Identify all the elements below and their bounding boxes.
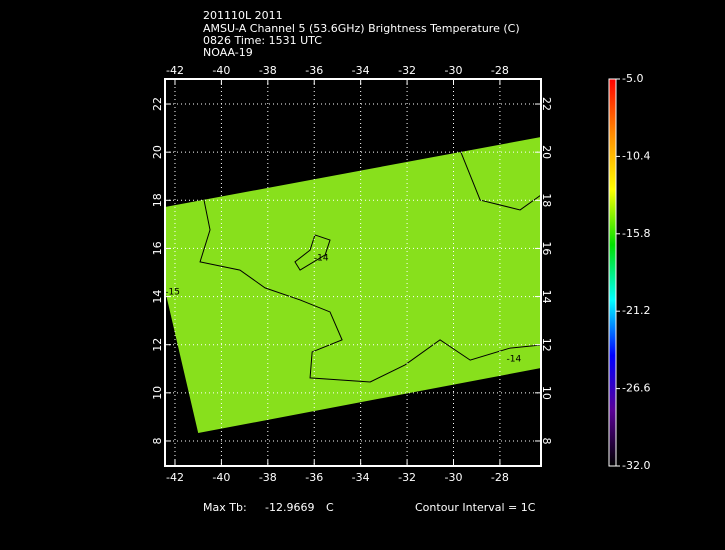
colorbar-tick-label: -21.2 [622, 304, 650, 317]
x-tick-label: -40 [212, 471, 230, 484]
colorbar-tick-label: -5.0 [622, 72, 643, 85]
y-tick-label: 18 [151, 193, 164, 207]
x-tick-label: -30 [445, 471, 463, 484]
x-tick-label: -34 [352, 64, 370, 77]
contour [199, 199, 542, 383]
footer-interval: Contour Interval = 1C [415, 501, 536, 514]
plot-frame [164, 78, 542, 467]
colorbar-tick-label: -10.4 [622, 149, 650, 162]
footer-value: -12.9669 [265, 501, 314, 514]
x-tick-label: -28 [491, 64, 509, 77]
y-tick-label: 20 [540, 145, 553, 159]
y-tick-label: 18 [540, 193, 553, 207]
x-tick-label: -36 [305, 471, 323, 484]
x-tick-label: -38 [259, 64, 277, 77]
contour-label: -14 [314, 254, 329, 264]
title-line: AMSU-A Channel 5 (53.6GHz) Brightness Te… [203, 22, 520, 35]
colorbar-tick-label: -32.0 [622, 459, 650, 472]
y-tick-label: 14 [151, 290, 164, 304]
x-tick-label: -32 [398, 64, 416, 77]
x-tick-label: -32 [398, 471, 416, 484]
x-tick-label: -36 [305, 64, 323, 77]
title-line: NOAA-19 [203, 46, 253, 59]
y-tick-label: 8 [540, 437, 553, 444]
footer-unit: C [326, 501, 334, 514]
footer-label: Max Tb: [203, 501, 247, 514]
x-tick-label: -42 [166, 64, 184, 77]
x-tick-label: -30 [445, 64, 463, 77]
y-tick-label: 12 [151, 338, 164, 352]
y-tick-label: 20 [151, 145, 164, 159]
x-tick-label: -34 [352, 471, 370, 484]
contour [294, 234, 331, 271]
y-tick-label: 14 [540, 290, 553, 304]
title-line: 0826 Time: 1531 UTC [203, 34, 322, 47]
y-tick-label: 10 [540, 386, 553, 400]
contour-label: -15 [165, 287, 180, 297]
y-tick-label: 22 [540, 97, 553, 111]
x-tick-label: -38 [259, 471, 277, 484]
title-line: 201110L 2011 [203, 9, 283, 22]
contour-label: -14 [506, 355, 521, 365]
swath [165, 137, 541, 434]
x-tick-label: -42 [166, 471, 184, 484]
y-tick-label: 8 [151, 437, 164, 444]
y-tick-label: 16 [151, 241, 164, 255]
y-tick-label: 12 [540, 338, 553, 352]
colorbar-tick-label: -15.8 [622, 227, 650, 240]
x-tick-label: -40 [212, 64, 230, 77]
colorbar-tick-label: -26.6 [622, 382, 650, 395]
y-tick-label: 16 [540, 241, 553, 255]
x-tick-label: -28 [491, 471, 509, 484]
y-tick-label: 10 [151, 386, 164, 400]
contour [459, 149, 542, 211]
y-tick-label: 22 [151, 97, 164, 111]
colorbar [608, 78, 617, 467]
